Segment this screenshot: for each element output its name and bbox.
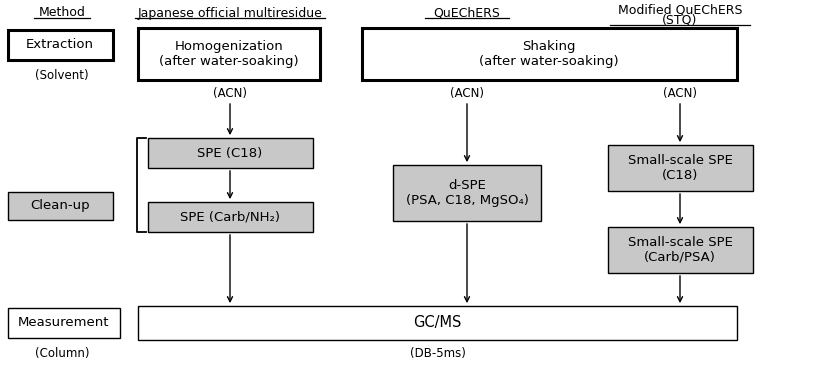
Bar (608, 227, 753, 273)
Text: Extraction: Extraction (26, 38, 94, 51)
Bar (362, 28, 737, 80)
Text: SPE (C18): SPE (C18) (198, 147, 262, 159)
Text: Japanese official multiresidue: Japanese official multiresidue (137, 7, 323, 20)
Text: Shaking
(after water-soaking): Shaking (after water-soaking) (480, 40, 618, 68)
Text: (Column): (Column) (35, 348, 89, 361)
Text: Homogenization
(after water-soaking): Homogenization (after water-soaking) (159, 40, 299, 68)
Text: Clean-up: Clean-up (30, 200, 90, 212)
Text: (STQ): (STQ) (663, 13, 698, 26)
Text: GC/MS: GC/MS (413, 316, 462, 331)
Bar (148, 202, 313, 232)
Bar (148, 138, 313, 168)
Text: SPE (Carb/NH₂): SPE (Carb/NH₂) (180, 210, 280, 223)
Bar (393, 165, 541, 221)
Bar (138, 306, 737, 340)
Text: Small-scale SPE
(Carb/PSA): Small-scale SPE (Carb/PSA) (627, 236, 732, 264)
Text: (ACN): (ACN) (663, 86, 697, 99)
Bar (138, 28, 320, 80)
Bar (8, 192, 113, 220)
Text: (ACN): (ACN) (213, 86, 247, 99)
Text: Small-scale SPE
(C18): Small-scale SPE (C18) (627, 154, 732, 182)
Bar (8, 30, 113, 60)
Text: Method: Method (38, 7, 86, 20)
Text: Measurement: Measurement (18, 316, 109, 329)
Text: d-SPE
(PSA, C18, MgSO₄): d-SPE (PSA, C18, MgSO₄) (405, 179, 529, 207)
Bar (8, 308, 120, 338)
Text: (ACN): (ACN) (450, 86, 484, 99)
Bar (608, 145, 753, 191)
Text: Modified QuEChERS: Modified QuEChERS (618, 3, 743, 17)
Text: (Solvent): (Solvent) (35, 70, 89, 83)
Text: QuEChERS: QuEChERS (434, 7, 501, 20)
Text: (DB-5ms): (DB-5ms) (409, 348, 466, 361)
